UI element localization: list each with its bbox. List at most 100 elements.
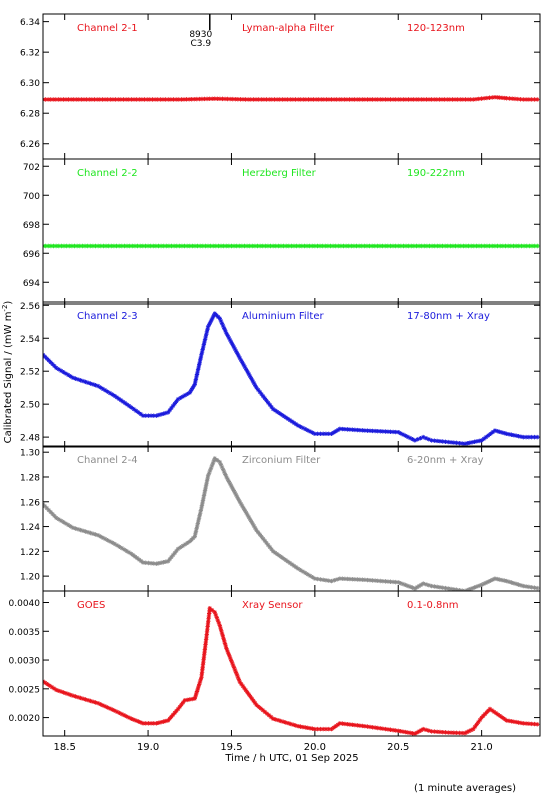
data-point <box>224 646 229 651</box>
data-point <box>224 243 229 249</box>
data-point <box>516 720 521 725</box>
data-point <box>345 722 350 727</box>
data-point <box>476 243 482 249</box>
data-point <box>400 432 406 437</box>
data-point <box>219 321 225 326</box>
data-point <box>61 97 66 102</box>
data-point <box>133 718 139 723</box>
data-point <box>294 243 299 249</box>
data-point <box>110 392 115 397</box>
data-point <box>490 429 495 435</box>
data-point <box>262 396 268 401</box>
data-point <box>93 243 98 249</box>
data-point <box>343 243 349 249</box>
data-point <box>204 629 210 635</box>
data-point <box>260 536 266 541</box>
data-point <box>383 243 388 249</box>
data-point <box>509 432 514 437</box>
data-point <box>312 243 318 249</box>
data-point <box>252 243 258 249</box>
data-point <box>412 438 418 443</box>
data-point <box>535 97 540 102</box>
data-point <box>283 243 289 249</box>
data-point <box>203 485 208 491</box>
data-point <box>158 243 164 249</box>
data-point <box>249 376 254 381</box>
data-point <box>166 97 171 102</box>
data-point <box>193 531 198 537</box>
data-point <box>326 578 331 583</box>
y-tick-label: 2.50 <box>20 401 40 411</box>
data-point <box>114 395 119 400</box>
data-point <box>241 362 246 368</box>
data-point <box>125 402 130 407</box>
y-tick-label: 696 <box>23 250 40 260</box>
data-point <box>535 243 540 249</box>
data-point <box>505 243 511 249</box>
data-point <box>504 718 509 723</box>
data-point <box>171 97 176 102</box>
data-point <box>360 577 365 582</box>
data-point <box>321 97 327 102</box>
data-point <box>43 354 48 359</box>
data-point <box>90 531 96 536</box>
data-point <box>83 697 88 702</box>
data-point <box>383 97 388 102</box>
data-point <box>201 654 207 660</box>
data-point <box>406 243 411 249</box>
data-point <box>398 97 404 102</box>
data-point <box>323 578 329 583</box>
data-point <box>124 714 129 719</box>
data-point <box>143 243 148 249</box>
data-point <box>124 243 130 249</box>
data-point <box>112 393 117 399</box>
data-point <box>258 706 263 711</box>
data-point <box>289 419 295 424</box>
data-point <box>440 585 445 590</box>
data-point <box>276 243 281 249</box>
data-point <box>215 96 220 101</box>
data-point <box>76 97 82 102</box>
data-point <box>61 519 66 525</box>
data-point <box>170 712 176 717</box>
data-point <box>232 490 238 495</box>
data-point <box>196 364 201 370</box>
data-point <box>360 723 365 729</box>
data-point <box>249 519 254 524</box>
data-point <box>202 490 207 496</box>
data-point <box>242 508 248 513</box>
data-point <box>333 243 338 249</box>
data-point <box>307 726 313 731</box>
data-point <box>218 243 224 249</box>
data-point <box>203 243 208 249</box>
data-point <box>504 578 509 584</box>
data-point <box>403 729 408 735</box>
data-point <box>446 586 451 591</box>
data-point <box>239 243 245 249</box>
data-point <box>132 243 138 249</box>
y-tick-label: 702 <box>23 163 40 173</box>
data-point <box>469 243 474 249</box>
data-point <box>323 431 329 437</box>
data-point <box>532 434 537 440</box>
data-point <box>198 677 203 682</box>
data-point <box>210 315 215 321</box>
data-point <box>244 510 249 515</box>
data-point <box>118 398 124 403</box>
data-point <box>532 585 537 590</box>
data-point <box>499 430 505 435</box>
data-point <box>355 723 360 728</box>
data-point <box>202 644 208 650</box>
data-point <box>49 684 55 690</box>
data-point <box>229 340 234 345</box>
data-point <box>88 530 93 536</box>
data-point <box>114 709 120 715</box>
data-point <box>90 699 96 704</box>
data-point <box>92 97 97 102</box>
data-point <box>365 97 370 102</box>
y-tick-label: 6.32 <box>20 49 40 59</box>
data-point <box>411 97 416 102</box>
data-point <box>490 243 495 249</box>
data-point <box>217 96 223 102</box>
data-point <box>390 97 396 102</box>
